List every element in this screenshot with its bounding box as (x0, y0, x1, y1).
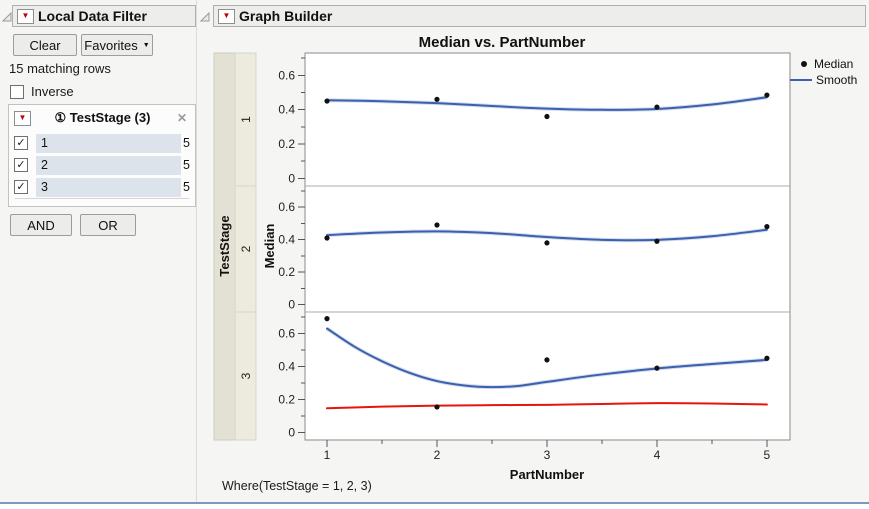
matching-rows-text: 15 matching rows (9, 61, 111, 76)
legend-label-median[interactable]: Median (814, 57, 853, 71)
favorites-button-label: Favorites (84, 37, 138, 53)
data-point[interactable] (654, 365, 660, 371)
red-triangle-menu-icon[interactable]: ▼ (17, 8, 34, 24)
x-tick-label: 3 (544, 448, 551, 462)
panel-stage-label: 2 (239, 245, 253, 252)
window-bottom-margin (0, 504, 869, 509)
and-button-label: AND (27, 217, 55, 233)
favorites-button[interactable]: Favorites ▼ (81, 34, 153, 56)
disclosure-triangle-icon[interactable] (1, 9, 12, 22)
filter-column-header: ▼ ① TestStage (3) ✕ (14, 110, 190, 126)
data-point[interactable] (764, 224, 770, 230)
y-tick-label: 0 (288, 171, 295, 185)
filter-column-box: ▼ ① TestStage (3) ✕ ✓ 1 5 ✓ 2 5 ✓ 3 5 (8, 104, 196, 207)
x-tick-label: 1 (324, 448, 331, 462)
red-triangle-menu-icon[interactable]: ▼ (14, 110, 31, 126)
graph-panel-title: Graph Builder (239, 8, 333, 24)
y-tick-label: 0.2 (278, 137, 295, 151)
disclosure-triangle-glyph (1, 11, 12, 22)
data-point[interactable] (324, 316, 330, 322)
filter-value-label[interactable]: 3 (36, 177, 181, 197)
filter-panel-title: Local Data Filter (38, 8, 147, 24)
filter-value-count: 5 (183, 180, 190, 194)
filter-column-title: ① TestStage (3) (31, 110, 174, 126)
data-point[interactable] (654, 238, 660, 244)
filter-box-separator (15, 198, 189, 199)
clear-button[interactable]: Clear (13, 34, 77, 56)
x-axis-label[interactable]: PartNumber (510, 467, 584, 482)
checkbox-checked-icon[interactable]: ✓ (14, 180, 28, 194)
data-point[interactable] (434, 404, 440, 410)
legend-label-smooth[interactable]: Smooth (816, 73, 857, 87)
filter-value-count: 5 (183, 158, 190, 172)
smooth-line[interactable] (325, 96, 768, 111)
y-tick-label: 0.6 (278, 326, 295, 340)
x-tick-label: 5 (764, 448, 771, 462)
filter-value-label[interactable]: 2 (36, 155, 181, 175)
ordinal-type-icon: ① (54, 110, 67, 125)
chart-title: Median vs. PartNumber (419, 34, 586, 51)
graph-builder-header: ▼ Graph Builder (213, 5, 866, 27)
y-tick-label: 0.6 (278, 200, 295, 214)
graph-canvas[interactable]: Median vs. PartNumber TestStage Median P… (210, 28, 869, 503)
panel-level-strip[interactable] (234, 311, 257, 441)
filter-value-row[interactable]: ✓ 2 5 (14, 155, 192, 175)
filter-value-row[interactable]: ✓ 3 5 (14, 177, 192, 197)
dropdown-arrow-icon: ▼ (142, 41, 150, 49)
y-tick-label: 0 (288, 298, 295, 312)
checkbox-checked-icon[interactable]: ✓ (14, 158, 28, 172)
filter-column-label: TestStage (3) (69, 110, 151, 125)
y-tick-label: 0.4 (278, 103, 295, 117)
where-clause-text: Where(TestStage = 1, 2, 3) (222, 479, 372, 493)
checkbox-checked-icon[interactable]: ✓ (14, 136, 28, 150)
y-tick-label: 0.4 (278, 233, 295, 247)
filter-value-label[interactable]: 1 (36, 133, 181, 153)
or-button-label: OR (98, 217, 118, 233)
window-bottom-border (0, 502, 869, 504)
panel-stage-label: 1 (239, 116, 253, 123)
inverse-label: Inverse (31, 84, 74, 99)
and-button[interactable]: AND (10, 214, 72, 236)
data-point[interactable] (434, 222, 440, 228)
x-tick-label: 2 (434, 448, 441, 462)
data-point[interactable] (324, 235, 330, 241)
data-point[interactable] (544, 113, 550, 120)
data-point[interactable] (654, 104, 660, 110)
filter-value-count: 5 (183, 136, 190, 150)
or-button[interactable]: OR (80, 214, 136, 236)
filter-value-row[interactable]: ✓ 1 5 (14, 133, 192, 153)
y-tick-label: 0.4 (278, 360, 295, 374)
y-tick-label: 0.6 (278, 68, 295, 82)
disclosure-triangle-glyph (199, 11, 210, 22)
extra-smooth-line[interactable] (325, 402, 768, 410)
panel-divider (196, 0, 197, 502)
panel-stage-label: 3 (239, 372, 253, 379)
legend-point-marker (801, 61, 807, 67)
close-icon[interactable]: ✕ (176, 111, 187, 125)
y-axis-label[interactable]: Median (262, 224, 277, 269)
data-point[interactable] (544, 240, 550, 246)
y-tick-label: 0 (288, 426, 295, 440)
data-point[interactable] (764, 355, 770, 361)
disclosure-triangle-icon[interactable] (199, 9, 210, 22)
clear-button-label: Clear (29, 37, 61, 53)
red-triangle-menu-icon[interactable]: ▼ (218, 8, 235, 24)
data-point[interactable] (324, 98, 330, 104)
data-point[interactable] (434, 96, 440, 102)
data-point[interactable] (764, 92, 770, 98)
inverse-checkbox[interactable] (10, 84, 24, 99)
y-tick-label: 0.2 (278, 265, 295, 279)
local-data-filter-header: ▼ Local Data Filter (12, 5, 196, 27)
panel-variable-label: TestStage (217, 215, 232, 276)
data-point[interactable] (544, 357, 550, 363)
y-tick-label: 0.2 (278, 393, 295, 407)
smooth-line[interactable] (325, 228, 768, 242)
x-tick-label: 4 (654, 448, 661, 462)
inverse-checkbox-row[interactable]: Inverse (10, 84, 74, 99)
